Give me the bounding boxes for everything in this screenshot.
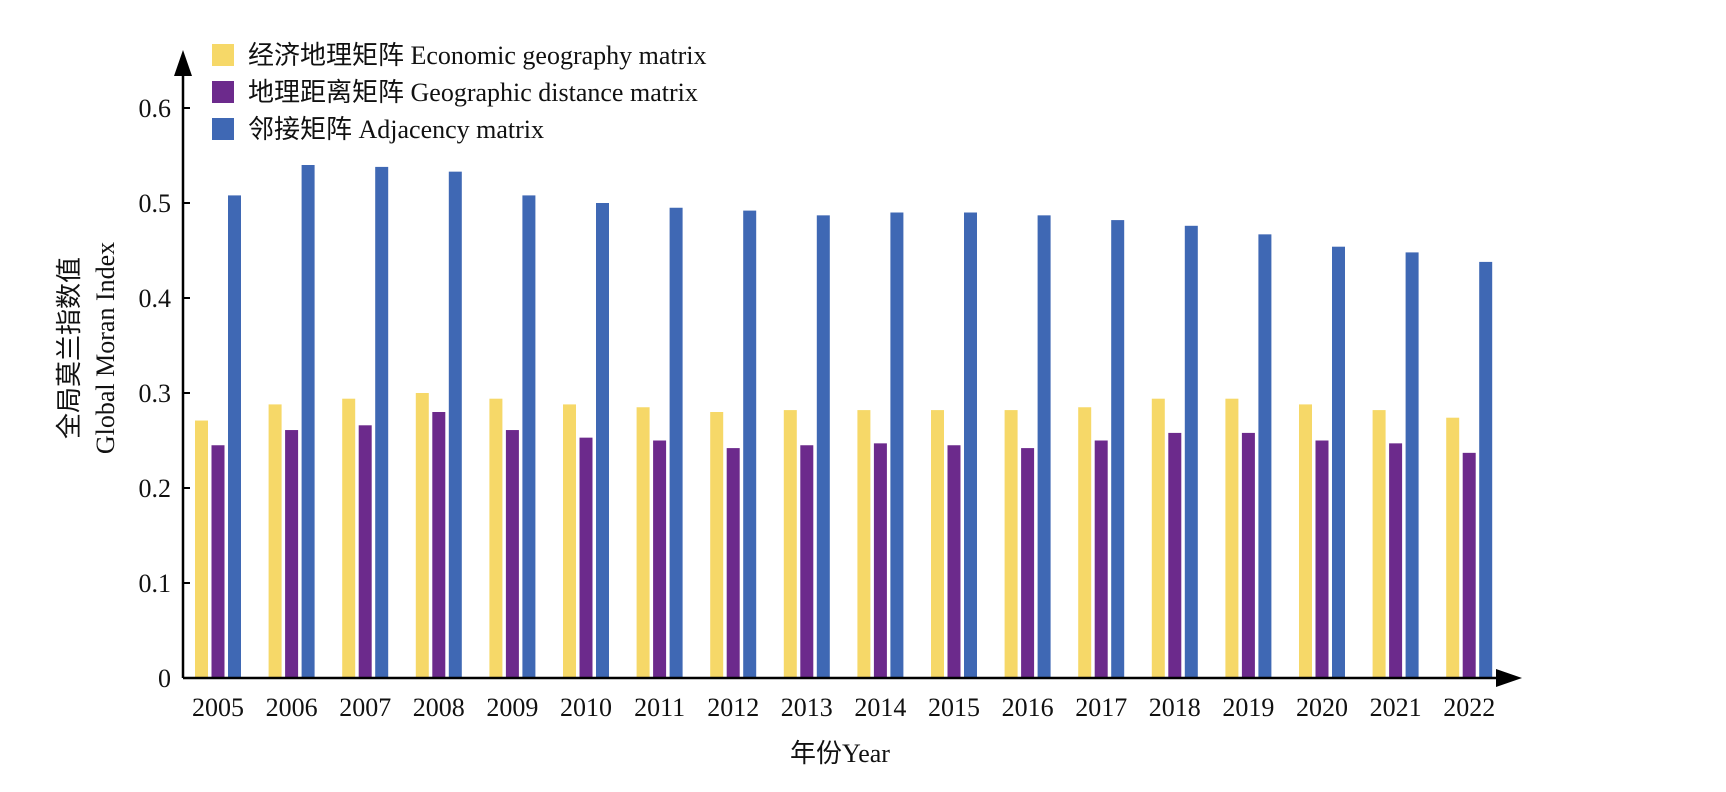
y-tick-label: 0	[158, 664, 171, 693]
legend-swatch	[212, 81, 234, 103]
bar-3-2019	[1258, 234, 1272, 678]
bar-2-2022	[1462, 452, 1476, 678]
bar-3-2018	[1184, 225, 1198, 679]
x-tick-label: 2010	[560, 693, 612, 722]
axes-layer	[174, 50, 1522, 687]
bar-2-2021	[1389, 443, 1403, 678]
y-axis-title: 全局莫兰指数值 Global Moran Index	[55, 242, 120, 454]
bar-1-2009	[489, 398, 503, 678]
x-tick-label: 2016	[1002, 693, 1054, 722]
bar-1-2021	[1372, 410, 1386, 678]
y-tick-label: 0.5	[139, 189, 172, 218]
bar-1-2016	[1004, 410, 1018, 678]
bar-2-2018	[1168, 432, 1182, 678]
x-axis-title: 年份Year	[790, 739, 890, 768]
bar-3-2006	[301, 165, 315, 678]
y-tick-label: 0.6	[139, 94, 172, 123]
bar-2-2014	[873, 443, 887, 678]
bar-1-2018	[1151, 398, 1165, 678]
bar-3-2007	[375, 166, 389, 678]
bar-1-2008	[415, 393, 429, 678]
x-tick-label: 2017	[1075, 693, 1127, 722]
bar-1-2014	[857, 410, 871, 678]
x-tick-labels: 2005 2006 2007 2008 2009 2010 2011 2012 2013 2014…	[192, 693, 1495, 722]
y-tick-label: 0.3	[139, 379, 172, 408]
x-tick-label: 2022	[1443, 693, 1495, 722]
y-axis-title-en: Global Moran Index	[91, 242, 120, 454]
bar-2-2008	[432, 412, 446, 678]
bar-2-2007	[358, 425, 372, 678]
legend-label: 地理距离矩阵 Geographic distance matrix	[248, 78, 698, 107]
legend-swatch	[212, 44, 234, 66]
x-tick-label: 2014	[854, 693, 906, 722]
x-tick-label: 2009	[486, 693, 538, 722]
bar-1-2022	[1446, 417, 1460, 678]
legend-swatch	[212, 118, 234, 140]
bar-2-2010	[579, 437, 593, 678]
bar-3-2022	[1479, 261, 1493, 678]
bar-3-2021	[1405, 252, 1419, 678]
bar-3-2020	[1332, 246, 1345, 678]
y-tick-label: 0.1	[139, 569, 172, 598]
bar-3-2005	[228, 195, 241, 678]
y-axis-title-cn: 全局莫兰指数值	[55, 257, 84, 439]
bar-3-2008	[448, 171, 462, 678]
x-tick-label: 2020	[1296, 693, 1348, 722]
bar-2-2012	[726, 448, 740, 678]
bar-1-2011	[636, 407, 650, 678]
bar-3-2009	[522, 195, 536, 678]
bar-1-2010	[563, 404, 576, 678]
bar-3-2014	[890, 212, 904, 678]
bar-3-2011	[669, 207, 683, 678]
x-tick-label: 2007	[339, 693, 391, 722]
x-tick-label: 2015	[928, 693, 980, 722]
legend-label: 经济地理矩阵 Economic geography matrix	[248, 41, 707, 70]
bar-3-2017	[1111, 220, 1125, 678]
bar-1-2012	[710, 412, 724, 678]
bar-1-2017	[1078, 407, 1092, 678]
legend-label: 邻接矩阵 Adjacency matrix	[248, 115, 544, 144]
bar-2-2009	[505, 430, 519, 678]
bar-1-2007	[342, 398, 356, 678]
bar-1-2020	[1299, 404, 1312, 678]
bar-2-2005	[211, 445, 225, 678]
bar-2-2019	[1241, 432, 1255, 678]
bar-2-2016	[1021, 448, 1035, 678]
y-tick-labels: 0 0.1 0.2 0.3 0.4 0.5 0.6	[139, 94, 190, 693]
x-tick-label: 2012	[707, 693, 759, 722]
bar-3-2010	[596, 203, 609, 678]
bar-1-2013	[783, 410, 797, 678]
x-tick-label: 2006	[266, 693, 318, 722]
y-axis-arrow	[174, 50, 192, 76]
bar-2-2013	[800, 445, 814, 678]
x-tick-label: 2013	[781, 693, 833, 722]
x-tick-label: 2019	[1222, 693, 1274, 722]
bar-1-2005	[195, 420, 208, 678]
bar-1-2006	[268, 404, 282, 678]
bar-1-2019	[1225, 398, 1239, 678]
x-tick-label: 2005	[192, 693, 244, 722]
x-tick-label: 2018	[1149, 693, 1201, 722]
bars-layer	[195, 165, 1493, 679]
x-tick-label: 2008	[413, 693, 465, 722]
bar-2-2017	[1094, 440, 1108, 678]
y-tick-label: 0.2	[139, 474, 172, 503]
bar-3-2015	[964, 212, 977, 678]
bar-3-2016	[1037, 215, 1051, 678]
bar-3-2013	[816, 215, 830, 678]
bar-1-2015	[931, 410, 944, 678]
bar-2-2011	[653, 440, 667, 678]
x-tick-label: 2021	[1370, 693, 1422, 722]
bar-2-2006	[285, 430, 299, 678]
bar-2-2015	[947, 445, 961, 678]
legend: 经济地理矩阵 Economic geography matrix 地理距离矩阵 G…	[212, 41, 707, 144]
bar-3-2012	[743, 210, 757, 678]
bar-2-2020	[1315, 440, 1329, 678]
x-tick-label: 2011	[634, 693, 685, 722]
x-axis-arrow	[1496, 669, 1522, 687]
y-tick-label: 0.4	[139, 284, 172, 313]
